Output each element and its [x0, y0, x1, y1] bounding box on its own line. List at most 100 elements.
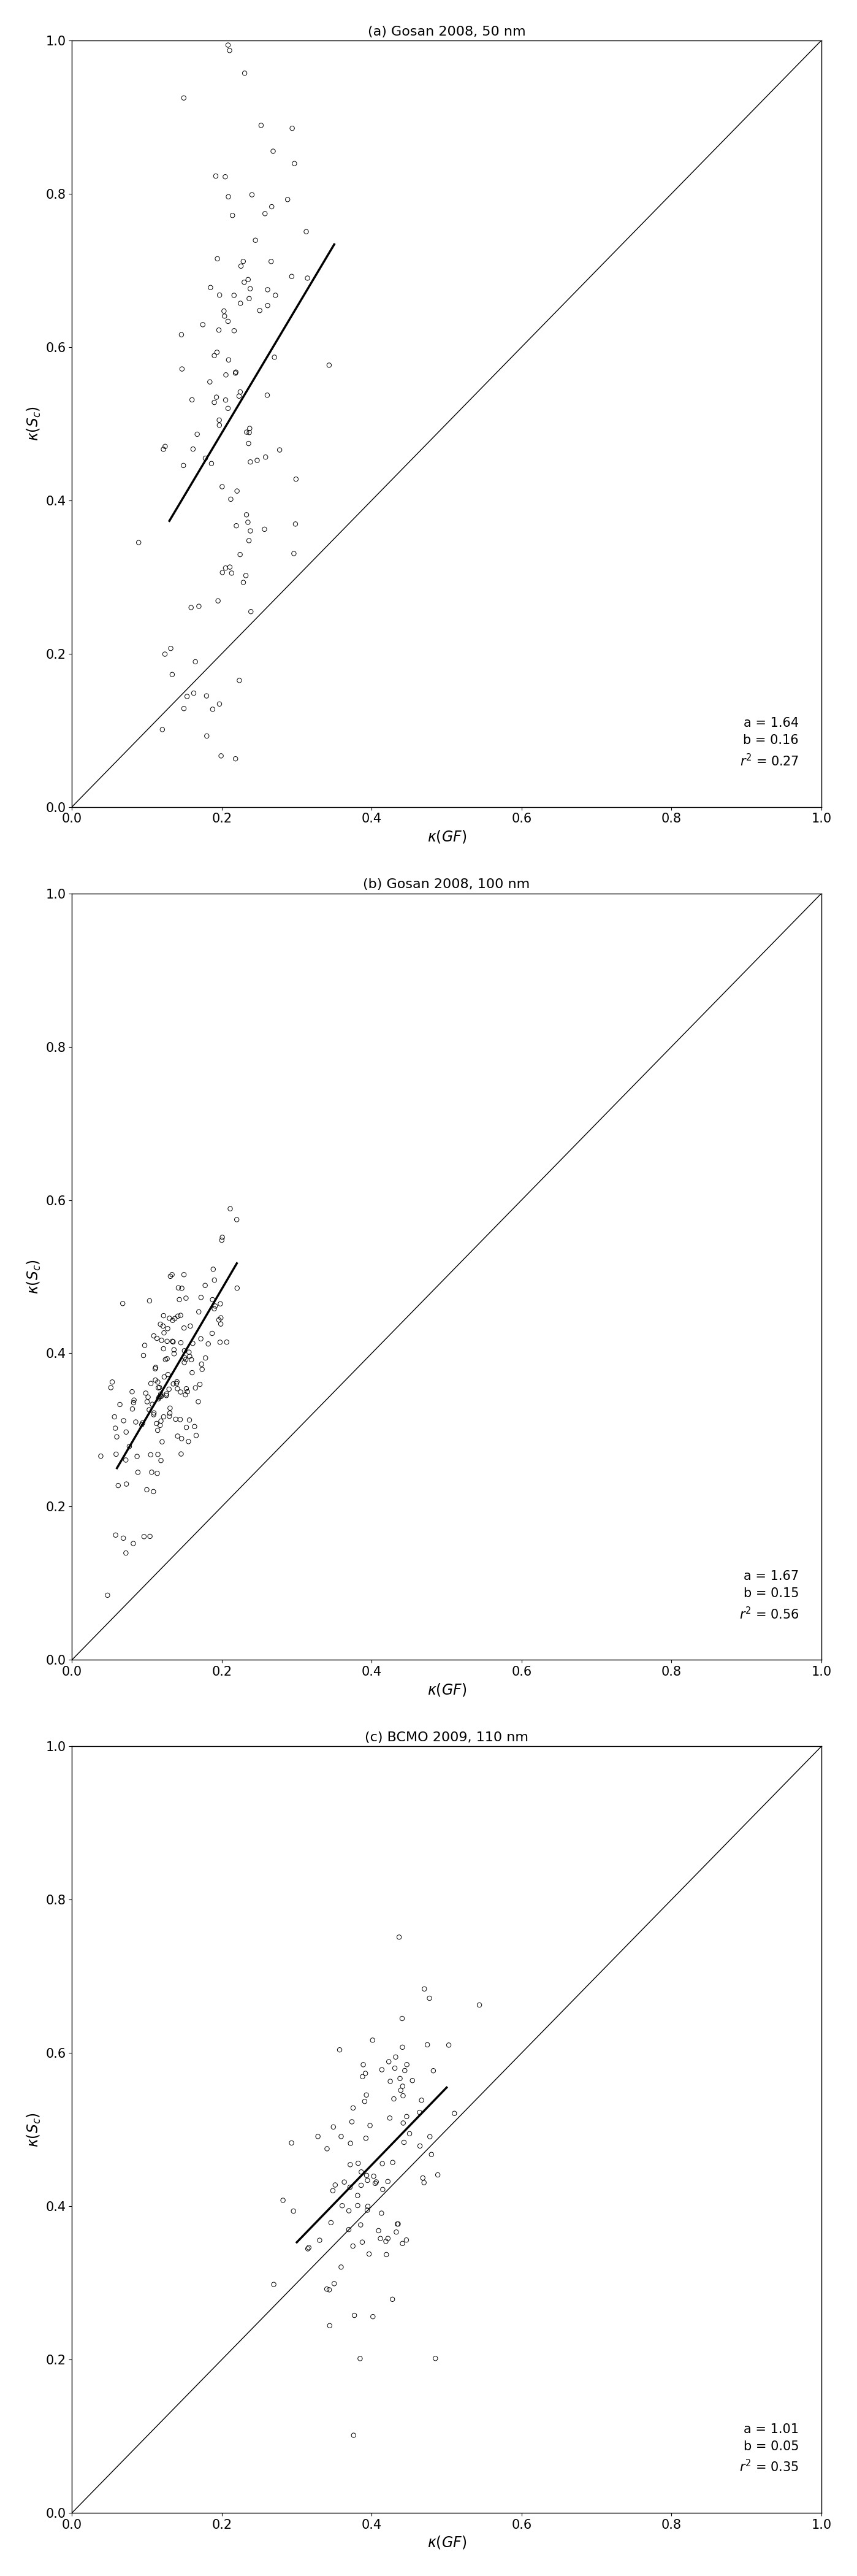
Point — [166, 1321, 180, 1363]
Point — [351, 2174, 364, 2215]
Point — [423, 2115, 437, 2156]
Point — [237, 263, 251, 304]
Point — [207, 1288, 221, 1329]
Point — [382, 2040, 396, 2081]
Point — [141, 1376, 155, 1417]
Point — [217, 291, 231, 332]
Point — [328, 2164, 342, 2205]
Point — [417, 1968, 431, 2009]
Point — [207, 1249, 220, 1291]
Point — [170, 1360, 183, 1401]
Point — [116, 1283, 129, 1324]
Point — [189, 1414, 203, 1455]
Y-axis label: $\kappa(S_c)$: $\kappa(S_c)$ — [26, 2112, 42, 2148]
Point — [177, 1329, 191, 1370]
Point — [143, 1515, 157, 1556]
Point — [239, 554, 253, 595]
Point — [386, 2141, 399, 2182]
Point — [184, 1340, 198, 1381]
Point — [391, 2202, 405, 2244]
Point — [195, 1345, 208, 1386]
Point — [289, 502, 303, 544]
Point — [164, 629, 177, 670]
Point — [206, 688, 219, 729]
Point — [213, 399, 226, 440]
Point — [127, 1383, 141, 1425]
Point — [151, 1435, 165, 1476]
Point — [405, 2061, 419, 2102]
Point — [258, 193, 272, 234]
Point — [169, 1399, 183, 1440]
Point — [428, 2339, 442, 2380]
Point — [147, 1316, 160, 1358]
Point — [397, 2123, 411, 2164]
Point — [123, 1427, 136, 1468]
Point — [155, 1422, 169, 1463]
Point — [201, 1324, 215, 1365]
Point — [353, 2339, 367, 2380]
Point — [299, 211, 313, 252]
X-axis label: $\kappa(GF)$: $\kappa(GF)$ — [427, 829, 466, 845]
Point — [173, 1399, 187, 1440]
Point — [270, 0, 284, 36]
Point — [424, 2133, 438, 2174]
Point — [210, 332, 224, 374]
Point — [326, 2169, 339, 2210]
Point — [395, 1999, 409, 2040]
Point — [261, 374, 274, 415]
Point — [154, 1373, 168, 1414]
Point — [301, 258, 315, 299]
Point — [213, 1321, 227, 1363]
Point — [150, 1404, 164, 1445]
Point — [242, 422, 255, 464]
Point — [159, 1376, 173, 1417]
Point — [249, 0, 263, 23]
Point — [335, 2184, 349, 2226]
Point — [127, 1522, 141, 1564]
Point — [281, 178, 295, 219]
Point — [245, 175, 259, 216]
Point — [267, 131, 280, 173]
Point — [381, 2161, 395, 2202]
Point — [400, 2097, 414, 2138]
Point — [113, 1383, 127, 1425]
Text: a = 1.64
b = 0.16
$r^2$ = 0.27: a = 1.64 b = 0.16 $r^2$ = 0.27 — [740, 716, 799, 768]
Point — [210, 376, 224, 417]
Point — [423, 1978, 436, 2020]
Point — [203, 361, 217, 402]
Point — [421, 2025, 434, 2066]
Point — [286, 2190, 300, 2231]
Point — [180, 675, 194, 716]
Point — [108, 1396, 122, 1437]
Point — [135, 1404, 148, 1445]
Point — [376, 2169, 390, 2210]
Point — [302, 2228, 315, 2269]
Point — [383, 2097, 397, 2138]
Point — [156, 1306, 170, 1347]
Point — [183, 1399, 196, 1440]
Point — [387, 2079, 401, 2120]
Point — [343, 2166, 357, 2208]
Point — [184, 587, 198, 629]
Point — [264, 242, 278, 283]
Point — [221, 389, 235, 430]
Point — [154, 1376, 168, 1417]
Point — [159, 1373, 173, 1414]
Point — [396, 2102, 410, 2143]
X-axis label: $\kappa(GF)$: $\kappa(GF)$ — [427, 1682, 466, 1698]
Point — [183, 1306, 197, 1347]
Point — [130, 1435, 144, 1476]
Point — [119, 1412, 133, 1453]
Point — [367, 2156, 381, 2197]
Point — [351, 2184, 364, 2226]
Point — [215, 1216, 229, 1257]
Point — [119, 1463, 133, 1504]
Text: a = 1.01
b = 0.05
$r^2$ = 0.35: a = 1.01 b = 0.05 $r^2$ = 0.35 — [740, 2424, 799, 2476]
Point — [214, 1298, 228, 1340]
Point — [360, 2154, 374, 2195]
Point — [136, 1401, 150, 1443]
Point — [157, 1311, 171, 1352]
Point — [207, 1260, 221, 1301]
Point — [232, 659, 246, 701]
Point — [119, 1440, 133, 1481]
